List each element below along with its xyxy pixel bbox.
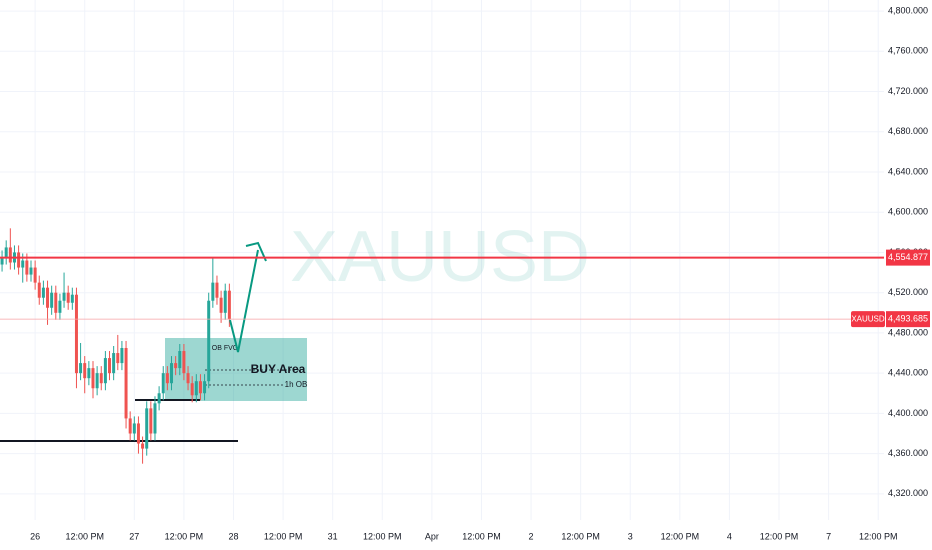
y-tick-label: 4,760.000 [888,46,928,56]
candle-body [182,351,186,374]
zone-label: BUY Area [251,362,306,376]
candle-body [46,287,50,308]
candle-body [33,267,37,283]
candle-body [165,373,169,384]
level-label: 4,554.877 [888,252,928,262]
candle-body [145,408,149,449]
price-label: 4,493.685 [888,314,928,324]
candle-body [108,358,112,374]
y-tick-label: 4,520.000 [888,287,928,297]
x-tick-label: 28 [228,531,238,541]
x-tick-label: 27 [129,531,139,541]
candle-body [149,408,153,434]
candle-body [219,297,223,313]
candle-body [62,292,66,301]
buy-zone [165,338,307,401]
y-tick-label: 4,600.000 [888,207,928,217]
candle-body [136,423,140,444]
candle-body [194,381,198,396]
candle-body [170,363,174,384]
candle-body [8,247,12,263]
candle-body [25,260,29,275]
candle-body [174,363,178,369]
symbol-label: XAUUSD [851,314,885,323]
candle-body [157,393,161,404]
candle-body [103,358,107,384]
candle-body [83,363,87,379]
candle-body [198,381,202,394]
candle-body [116,353,120,364]
candle-body [215,282,219,298]
y-tick-label: 4,680.000 [888,126,928,136]
candle-body [29,267,33,275]
x-tick-label: 12:00 PM [661,531,700,541]
arrow-head [245,241,267,262]
candle-body [66,292,70,303]
candle-body [178,351,182,369]
x-tick-label: 12:00 PM [462,531,501,541]
candle-body [41,287,45,298]
candle-body [124,348,128,419]
candle-body [74,294,78,374]
candle-body [227,290,231,320]
projection-arrow [229,249,259,353]
y-tick-label: 4,360.000 [888,448,928,458]
candle-body [207,300,211,382]
candle-body [21,260,25,268]
y-tick-label: 4,480.000 [888,327,928,337]
candle-body [37,282,41,298]
candle-body [99,373,103,384]
candle-body [17,252,21,268]
candle-body [186,373,190,384]
candle-body [161,373,165,394]
candle-body [223,290,227,313]
level-tag [886,249,930,266]
x-tick-label: 31 [328,531,338,541]
x-tick-label: 12:00 PM [65,531,104,541]
candle-body [211,282,215,301]
y-tick-label: 4,720.000 [888,86,928,96]
candle-body [128,418,132,434]
candle-body [203,381,207,394]
y-tick-label: 4,440.000 [888,368,928,378]
candle-body [112,353,116,374]
candle-body [79,363,83,374]
ob-label: 1h OB [285,380,308,389]
x-tick-label: 4 [727,531,732,541]
candle-body [0,257,4,265]
x-tick-label: 3 [628,531,633,541]
y-tick-label: 4,400.000 [888,408,928,418]
candle-body [141,443,145,449]
candle-body [132,423,136,434]
x-tick-label: 12:00 PM [561,531,600,541]
candle-body [50,292,54,308]
x-tick-label: 12:00 PM [760,531,799,541]
candle-body [70,294,74,303]
x-tick-label: 12:00 PM [165,531,204,541]
candle-body [120,348,124,364]
candle-body [153,403,157,434]
y-tick-label: 4,640.000 [888,166,928,176]
y-tick-label: 4,320.000 [888,488,928,498]
candle-body [54,292,58,313]
x-tick-label: 12:00 PM [859,531,898,541]
x-tick-label: Apr [425,531,439,541]
candle-body [87,368,91,379]
symbol-tag [851,311,885,328]
candle-body [4,247,8,258]
price-tag [886,311,930,328]
candle-body [58,300,62,313]
x-tick-label: 2 [529,531,534,541]
x-tick-label: 26 [30,531,40,541]
x-tick-label: 7 [826,531,831,541]
fvg-label: OB FVG [212,345,238,352]
y-tick-label: 4,800.000 [888,5,928,15]
candle-body [95,373,99,389]
candle-body [91,368,95,389]
x-tick-label: 12:00 PM [363,531,402,541]
candle-body [190,383,194,396]
x-tick-label: 12:00 PM [264,531,303,541]
